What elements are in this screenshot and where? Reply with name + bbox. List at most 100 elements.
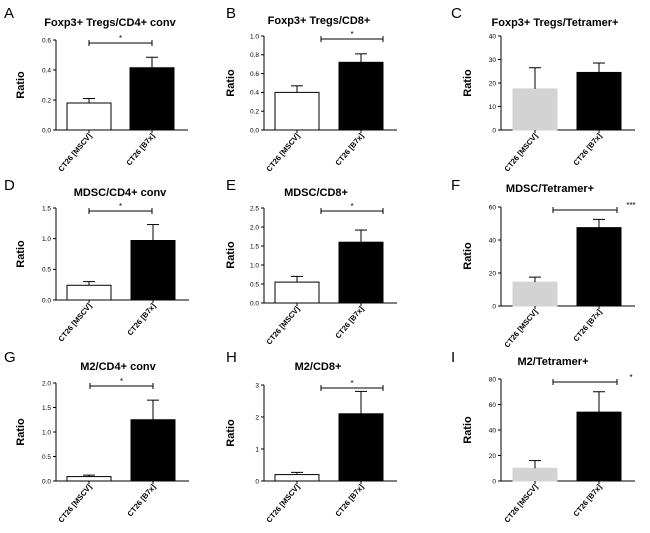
x-tick-label: CT26 [MSCV] — [56, 482, 93, 524]
bar-mscv — [512, 467, 558, 482]
y-axis-label: Ratio — [225, 419, 237, 447]
y-tick-label: 0.0 — [42, 297, 51, 304]
panel-title: MDSC/CD8+ — [284, 187, 348, 199]
significance-marker: * — [350, 202, 353, 211]
y-tick-label: 60 — [489, 204, 497, 211]
y-tick-label: 0.2 — [42, 97, 51, 104]
y-tick-label: 60 — [489, 402, 497, 409]
panel-title: MDSC/CD4+ conv — [74, 187, 167, 199]
y-tick-label: 1.5 — [42, 205, 51, 212]
panel-f: F MDSC/Tetramer+ Ratio 0 20 40 60 CT26 [MSCV] CT… — [451, 177, 636, 349]
panel-letter: C — [451, 5, 462, 22]
y-tick-label: 0.0 — [250, 127, 259, 134]
x-tick-label: CT26 [MSCV] — [56, 131, 93, 173]
panel-letter: H — [226, 349, 237, 366]
y-tick-label: 3 — [255, 382, 259, 389]
x-tick-label: CT26 [B7x] — [571, 307, 603, 343]
bar-b7x — [130, 419, 176, 482]
y-axis-label: Ratio — [462, 416, 474, 444]
bar-mscv — [512, 281, 558, 307]
y-tick-label: 1.0 — [250, 262, 259, 269]
x-tick-label: CT26 [B7x] — [571, 131, 603, 167]
y-axis-label: Ratio — [225, 241, 237, 269]
y-tick-label: 0.5 — [250, 281, 259, 288]
x-tick-label: CT26 [MSCV] — [502, 307, 539, 349]
y-tick-label: 1.0 — [42, 236, 51, 243]
y-tick-label: 0 — [492, 478, 496, 485]
panel-title: M2/CD4+ conv — [80, 361, 156, 373]
panel-d: D MDSC/CD4+ conv Ratio 0.0 0.5 1.0 1.5 CT26 [MS… — [4, 177, 189, 343]
panel-h: H M2/CD8+ Ratio 0 1 2 3 CT26 [MSCV] CT26 [B7x] * — [225, 349, 397, 524]
bar-b7x — [338, 413, 384, 482]
x-tick-label: CT26 [MSCV] — [502, 482, 539, 524]
y-tick-label: 40 — [489, 427, 497, 434]
y-tick-label: 0.2 — [250, 109, 259, 116]
panel-b: B Foxp3+ Tregs/CD8+ Ratio 0.0 0.2 0.4 0.6 0.8 1.… — [225, 5, 397, 173]
bar-mscv — [274, 281, 320, 304]
y-tick-label: 1.0 — [42, 429, 51, 436]
significance-marker: * — [119, 202, 122, 211]
bar-mscv — [512, 88, 558, 131]
y-tick-label: 0.5 — [42, 454, 51, 461]
y-tick-label: 80 — [489, 376, 497, 383]
y-tick-label: 0.0 — [250, 300, 259, 307]
y-tick-label: 0 — [255, 478, 259, 485]
x-tick-label: CT26 [B7x] — [125, 482, 157, 518]
panel-letter: B — [226, 5, 236, 22]
y-tick-label: 2 — [255, 414, 259, 421]
y-tick-label: 0.0 — [42, 478, 51, 485]
y-tick-label: 1.5 — [42, 405, 51, 412]
x-tick-label: CT26 [B7x] — [333, 131, 365, 167]
y-tick-label: 40 — [489, 33, 497, 40]
bar-b7x — [576, 411, 622, 482]
y-axis-label: Ratio — [462, 242, 474, 270]
significance-marker: *** — [626, 201, 635, 210]
y-axis-label: Ratio — [462, 69, 474, 97]
x-tick-label: CT26 [B7x] — [125, 301, 157, 337]
y-tick-label: 0 — [492, 127, 496, 134]
y-tick-label: 0.6 — [42, 37, 51, 44]
y-tick-label: 2.5 — [250, 205, 259, 212]
y-tick-label: 30 — [489, 57, 497, 64]
panel-g: G M2/CD4+ conv Ratio 0.0 0.5 1.0 1.5 2.0 CT26 [M… — [4, 349, 189, 524]
panel-title: Foxp3+ Tregs/CD4+ conv — [44, 17, 176, 29]
panel-a: A Foxp3+ Tregs/CD4+ conv Ratio 0.0 0.2 0.4 0.6… — [4, 5, 188, 173]
y-tick-label: 20 — [489, 80, 497, 87]
bar-mscv — [66, 102, 112, 131]
x-tick-label: CT26 [MSCV] — [56, 301, 93, 343]
y-tick-label: 0.4 — [250, 90, 259, 97]
y-axis-label: Ratio — [15, 71, 27, 99]
y-tick-label: 20 — [489, 453, 497, 460]
y-tick-label: 0.6 — [250, 71, 259, 78]
x-tick-label: CT26 [MSCV] — [502, 131, 539, 173]
significance-marker: * — [119, 34, 122, 43]
y-tick-label: 40 — [489, 237, 497, 244]
significance-marker: * — [629, 373, 632, 382]
bar-b7x — [338, 61, 384, 131]
x-tick-label: CT26 [B7x] — [571, 482, 603, 518]
bar-mscv — [66, 476, 112, 482]
panel-title: M2/CD8+ — [295, 361, 342, 373]
x-tick-label: CT26 [B7x] — [333, 304, 365, 340]
y-tick-label: 0.0 — [42, 127, 51, 134]
x-tick-label: CT26 [MSCV] — [264, 482, 301, 524]
significance-marker: * — [120, 377, 123, 386]
x-tick-label: CT26 [B7x] — [124, 131, 156, 167]
bar-mscv — [274, 91, 320, 131]
y-tick-label: 0.4 — [42, 67, 51, 74]
panel-title: Foxp3+ Tregs/CD8+ — [268, 15, 371, 27]
bar-b7x — [129, 67, 175, 131]
panel-letter: E — [226, 177, 236, 194]
y-axis-label: Ratio — [15, 418, 27, 446]
x-tick-label: CT26 [B7x] — [333, 482, 365, 518]
bar-b7x — [576, 71, 622, 131]
panel-title: MDSC/Tetramer+ — [506, 183, 594, 195]
panel-c: C Foxp3+ Tregs/Tetramer+ Ratio 0 10 20 30 40 CT2… — [451, 5, 635, 173]
y-tick-label: 1.5 — [250, 243, 259, 250]
panel-letter: A — [4, 5, 14, 22]
panel-letter: F — [451, 177, 460, 194]
bar-mscv — [66, 284, 112, 301]
y-tick-label: 0 — [492, 303, 496, 310]
panel-e: E MDSC/CD8+ Ratio 0.0 0.5 1.0 1.5 2.0 2.5 CT26 [M… — [225, 177, 397, 346]
